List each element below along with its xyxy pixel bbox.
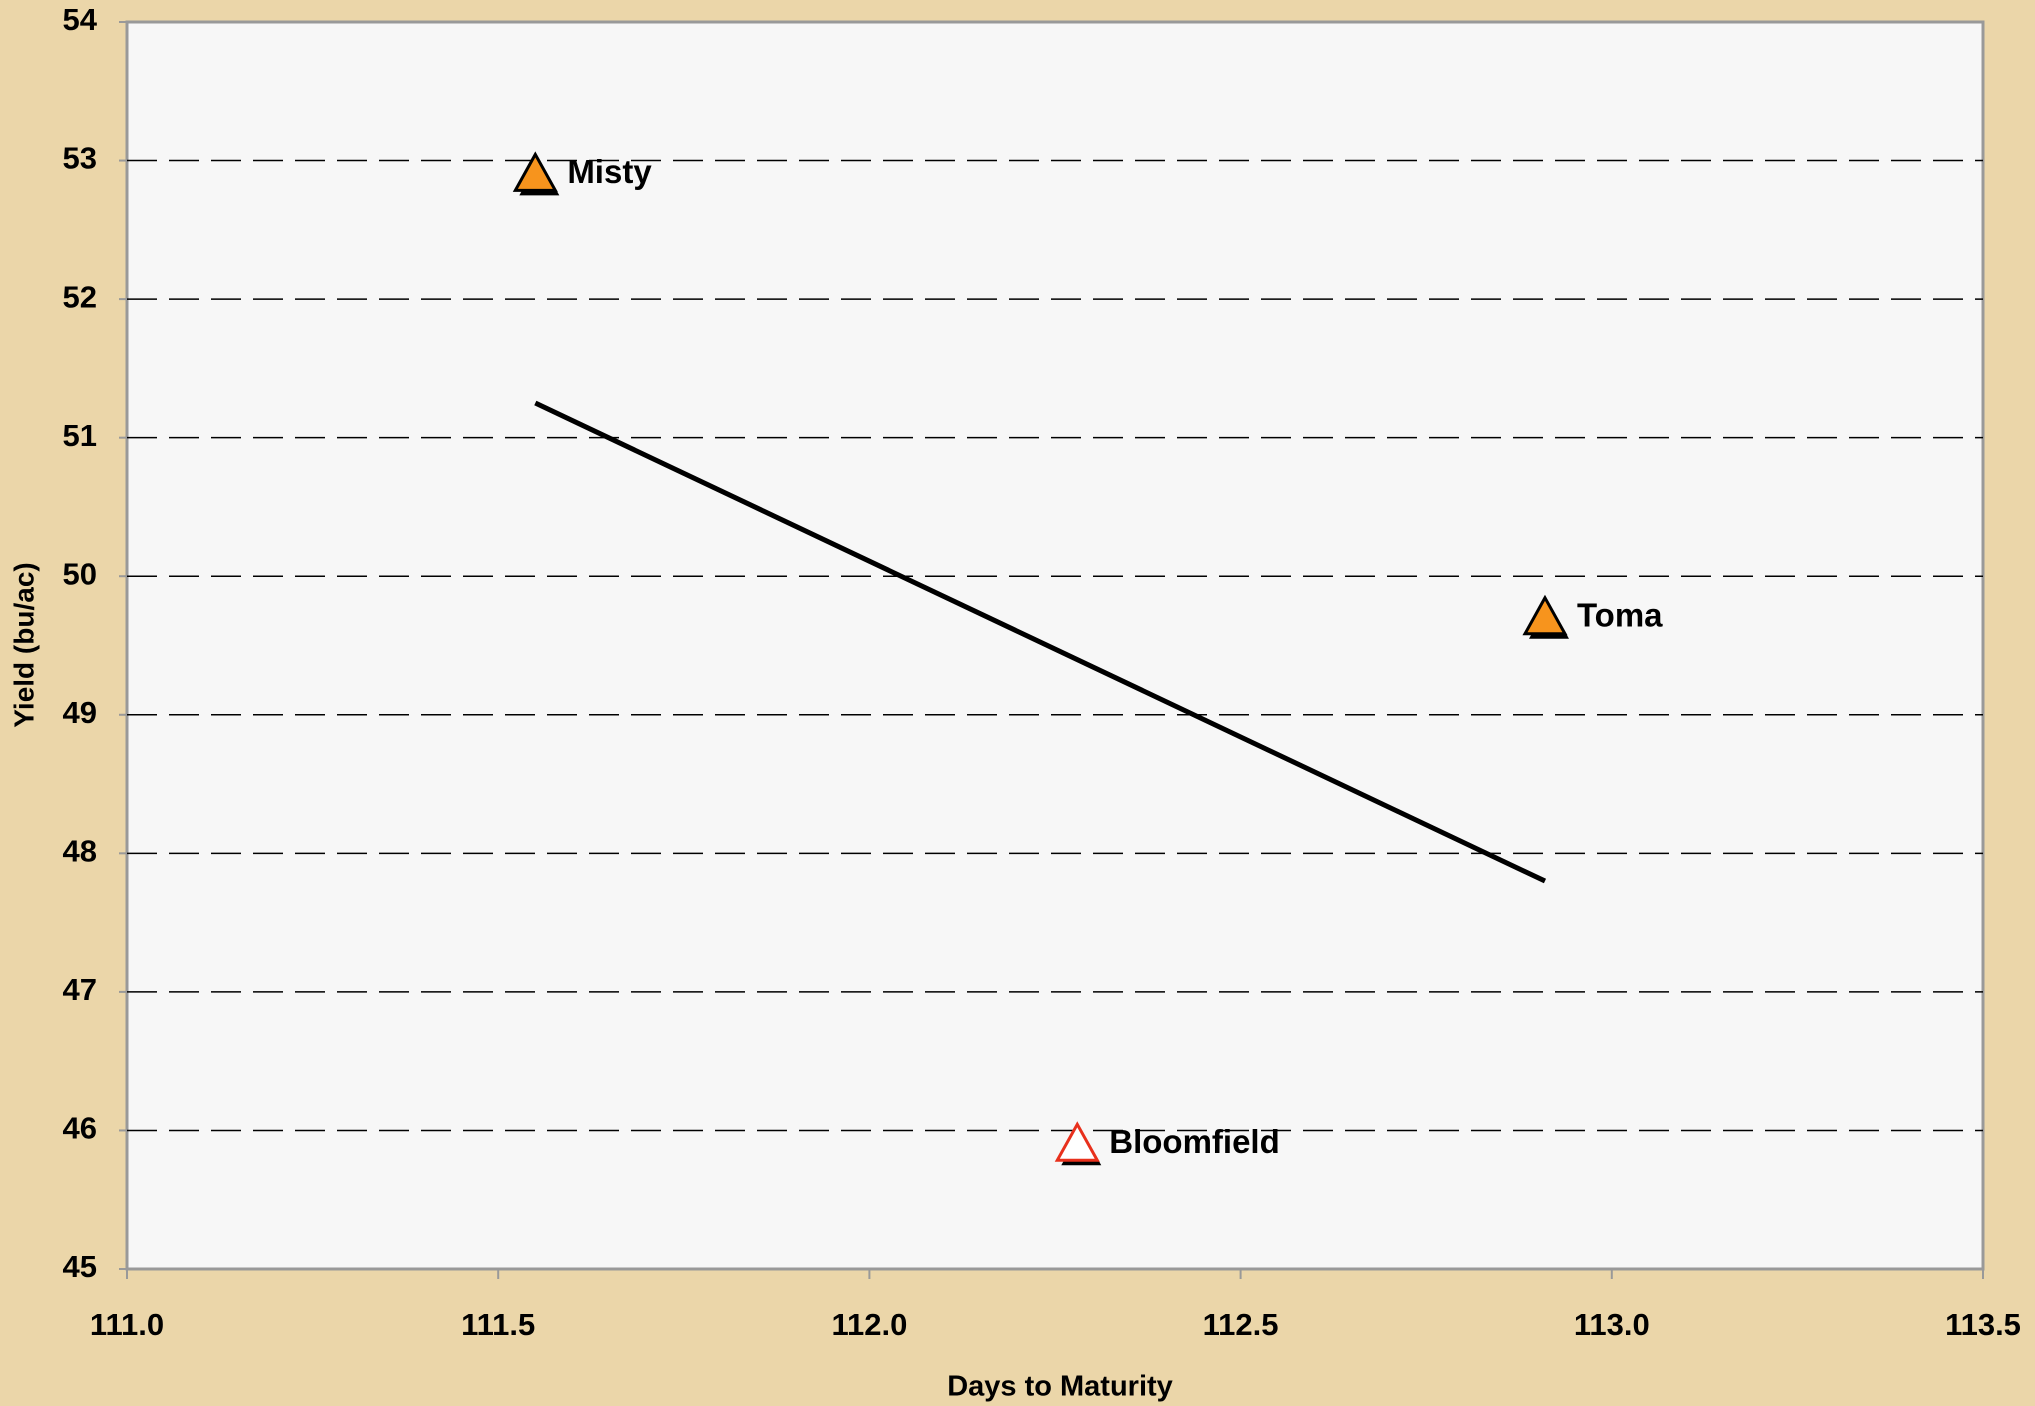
x-tick-label: 113.5: [1945, 1307, 2021, 1342]
y-tick-label: 52: [63, 279, 97, 314]
plot-area: [125, 20, 1985, 1271]
point-label: Bloomfield: [1109, 1123, 1280, 1160]
y-tick-label: 49: [63, 695, 97, 730]
y-tick-label: 46: [63, 1111, 97, 1146]
x-tick-label: 112.0: [831, 1307, 907, 1342]
trend-line: [534, 400, 1547, 884]
y-tick-label: 47: [63, 972, 97, 1007]
x-axis-label: Days to Maturity: [947, 1371, 1173, 1403]
y-tick-label: 54: [63, 2, 98, 37]
x-tick-label: 112.5: [1203, 1307, 1279, 1342]
y-tick-label: 48: [63, 834, 97, 869]
marker: [1054, 1121, 1100, 1162]
y-tick-label: 51: [63, 418, 97, 453]
y-tick-label: 50: [63, 556, 97, 591]
x-tick-label: 111.5: [461, 1307, 535, 1342]
marker: [1522, 594, 1568, 636]
point-label: Misty: [567, 153, 652, 190]
point-label: Toma: [1577, 597, 1663, 634]
y-tick-label: 45: [63, 1249, 97, 1284]
x-tick-label: 111.0: [90, 1307, 164, 1342]
y-tick-label: 53: [63, 141, 97, 176]
y-axis-label: Yield (bu/ac): [8, 562, 39, 727]
x-tick-label: 113.0: [1574, 1307, 1650, 1342]
marker: [512, 151, 558, 192]
